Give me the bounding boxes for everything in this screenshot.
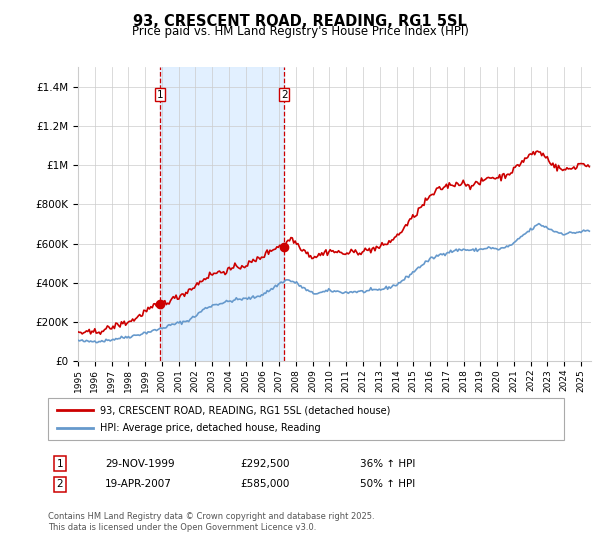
Text: 19-APR-2007: 19-APR-2007 — [105, 479, 172, 489]
Text: 29-NOV-1999: 29-NOV-1999 — [105, 459, 175, 469]
Text: 50% ↑ HPI: 50% ↑ HPI — [360, 479, 415, 489]
Text: HPI: Average price, detached house, Reading: HPI: Average price, detached house, Read… — [100, 423, 321, 433]
Text: 1: 1 — [56, 459, 64, 469]
Text: 93, CRESCENT ROAD, READING, RG1 5SL (detached house): 93, CRESCENT ROAD, READING, RG1 5SL (det… — [100, 405, 391, 415]
Text: Contains HM Land Registry data © Crown copyright and database right 2025.
This d: Contains HM Land Registry data © Crown c… — [48, 512, 374, 532]
Text: Price paid vs. HM Land Registry's House Price Index (HPI): Price paid vs. HM Land Registry's House … — [131, 25, 469, 38]
Text: 2: 2 — [56, 479, 64, 489]
Text: £585,000: £585,000 — [240, 479, 289, 489]
Text: 1: 1 — [157, 90, 163, 100]
Bar — [160, 67, 284, 361]
Text: 36% ↑ HPI: 36% ↑ HPI — [360, 459, 415, 469]
Text: £292,500: £292,500 — [240, 459, 290, 469]
Text: 93, CRESCENT ROAD, READING, RG1 5SL: 93, CRESCENT ROAD, READING, RG1 5SL — [133, 14, 467, 29]
Text: 2: 2 — [281, 90, 287, 100]
